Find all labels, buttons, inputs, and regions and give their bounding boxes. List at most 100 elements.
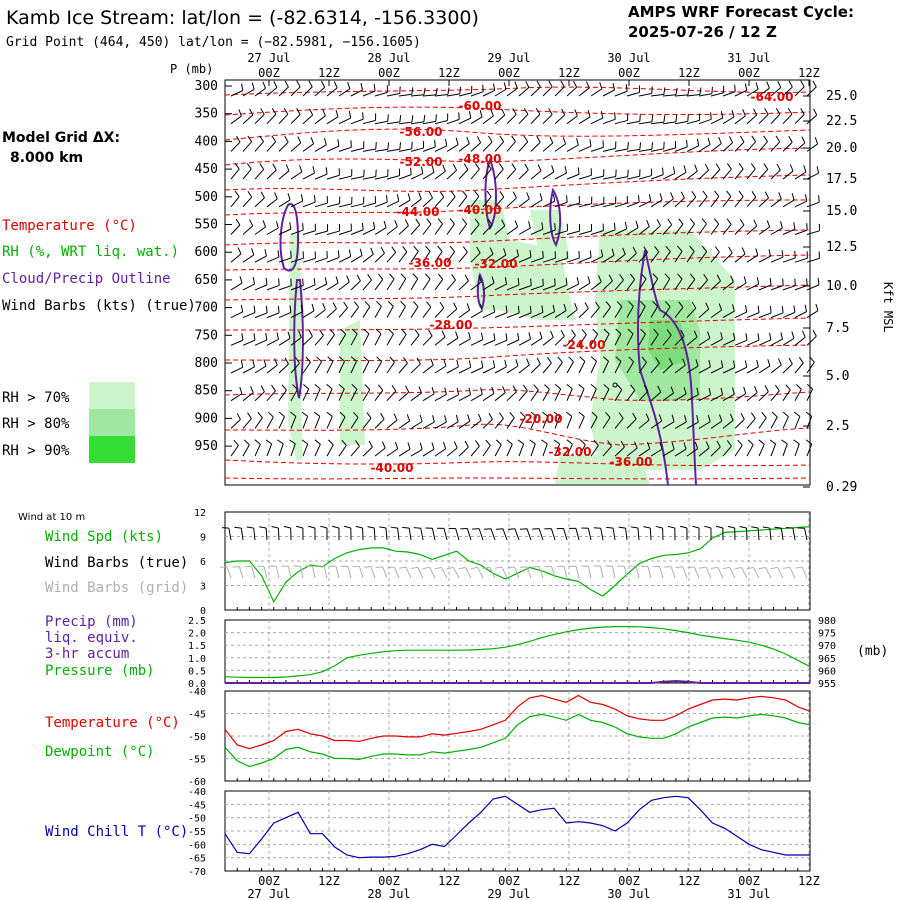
wind-barb [314,388,321,401]
wind-barb-flag [251,248,255,256]
top-time-tick-label: 00Z [738,66,760,80]
top-time-tick-label: 12Z [438,66,460,80]
grid-wind-barb [359,566,364,579]
top-time-tick-label: 00Z [378,66,400,80]
wind-barb [710,251,720,263]
wind-barb [242,141,253,152]
wind-barb-flag [812,329,817,337]
wind-barb [350,417,359,429]
wind-barb [542,443,548,457]
top-time-tick-label: 12Z [798,66,820,80]
wind-barb-flag [530,411,537,417]
temperature-contour-label: -20.00 [520,412,563,426]
wind-barb [278,363,289,374]
grid-wind-barb [440,567,448,579]
wind-barb [410,334,420,346]
pressure-tick-label: 650 [195,273,218,288]
wind-barb-flag [335,276,339,284]
wind-barb [362,446,373,457]
wind-barb-flag [737,439,743,446]
wind-barb [434,279,444,291]
wind-barb [602,147,616,152]
wind-barb [446,447,458,457]
series-line-pressure [224,625,811,679]
wind-barb [770,198,782,208]
wind-barb-flag [652,301,658,307]
wind-barb-flag [235,218,241,226]
wind-barb [482,115,494,125]
wind-barb [494,283,507,291]
wind-barb [326,444,334,457]
wind-barb [350,89,363,97]
wind-barb [302,143,314,152]
wind-barb [506,365,519,374]
wind-barb [698,279,708,291]
bottom-time-tick-label: 00Z [618,874,640,888]
wind-barb [806,143,818,152]
temp-contour-line [224,106,811,116]
wind-barb [470,91,484,97]
wind-barb-flag [425,245,431,252]
wind-barb [326,145,340,152]
wind-barb [326,388,333,401]
wind-barb-flag [439,191,445,198]
wind-barb-flag [703,274,708,281]
grid-wind-barb [429,567,436,579]
wind-barb-flag [410,167,412,175]
wind-barb-flag [798,357,804,364]
grid-wind-barb [335,566,340,579]
wind-barb-flag [265,305,268,313]
wind-barb-flag [257,412,263,419]
wind-barb [590,146,604,152]
surface-wind-barb-flag [495,528,503,530]
wind-barb-flag [310,137,315,144]
surface-wind-barb [769,528,772,541]
wind-barb-flag [787,108,793,115]
grid-wind-barb [323,566,328,579]
surface-wind-barb [600,528,604,541]
wind-barbs-true-legend: Wind Barbs (true) [45,555,188,571]
wind-barb-flag [579,439,586,446]
wind-barb-flag [738,163,744,170]
wind-barb-flag [407,193,411,201]
bottom-time-tick-label: 12Z [318,874,340,888]
temperature-contour-label: -32.00 [475,257,518,271]
wind-barb-flag [476,246,481,254]
wind-barb-flag [523,384,528,392]
wind-barb-flag [547,357,552,364]
wind-barb [698,144,711,152]
wind-barb [302,310,315,319]
surface-wind-barb [240,528,244,541]
wind-barb [566,115,578,125]
wind-barb [470,168,480,180]
wind-barb [338,416,346,429]
wind-barb-flag [413,301,419,308]
temperature-contour-label: -60.00 [459,99,502,113]
surface-wind-barb-flag [390,526,398,529]
wind-barb-flag [574,303,578,310]
wind-barb [350,445,360,457]
wind-barb [290,443,296,457]
wind-barb [434,170,446,180]
wind-barb [422,94,436,97]
wind-barb [602,254,615,263]
wind-barb-flag [498,163,504,170]
wind-barb [674,306,684,318]
wind-barb-flag [400,301,406,307]
wind-barb-flag [467,414,471,422]
wind-barb-flag [533,384,539,391]
rh70-region [470,200,575,320]
wind-barb-flag [389,273,395,280]
surface-wind-barb-flag [692,525,700,529]
wind-barb [314,361,323,374]
grid-wind-barb [670,566,676,579]
wind-barb [746,312,760,319]
wind-barb [782,113,793,125]
wind-barb-flag [289,222,292,230]
wind-barb-flag [539,331,543,339]
wind-barb-flag [560,80,565,88]
temperature-contour-label: -48.00 [459,152,502,166]
wind-barb-flag [806,223,808,231]
wind-barb [542,229,556,235]
wind-barb-flag [268,411,274,418]
